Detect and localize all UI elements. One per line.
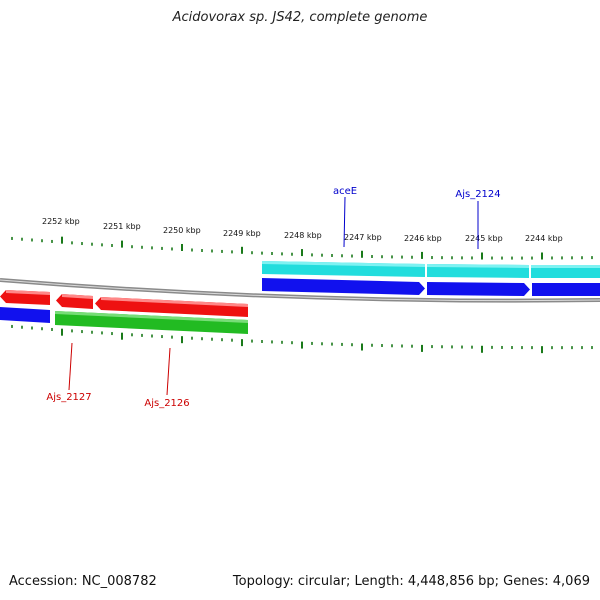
gene-label-ajs2127[interactable]: Ajs_2127 [46, 392, 91, 403]
red-gene-highlight [62, 294, 93, 299]
topology-text: Topology: circular; Length: 4,448,856 bp… [232, 574, 590, 589]
green-gene-track [55, 311, 248, 334]
scale-ticks-inner [11, 324, 593, 354]
gene-label-ajs2124[interactable]: Ajs_2124 [455, 189, 500, 200]
green-gene[interactable] [55, 311, 248, 334]
accession-text: Accession: NC_008782 [9, 574, 157, 589]
scale-label-2252: 2252 kbp [42, 217, 80, 226]
gene-label-ajs2126[interactable]: Ajs_2126 [144, 398, 189, 409]
gene-labels: aceE Ajs_2124 Ajs_2127 Ajs_2126 [46, 186, 500, 409]
blue-gene[interactable] [532, 283, 600, 296]
green-gene-highlight [55, 311, 248, 323]
blue-gene-track [0, 278, 600, 323]
leader-aceE [343, 196, 346, 248]
cyan-gene-highlight [427, 264, 529, 268]
blue-gene-left[interactable] [0, 307, 50, 323]
scale-label-2250: 2250 kbp [163, 226, 201, 235]
cyan-gene[interactable] [531, 265, 600, 278]
scale-ticks-outer [11, 236, 593, 260]
scale-label-2251: 2251 kbp [103, 222, 141, 231]
scale-label-2249: 2249 kbp [223, 229, 261, 238]
red-gene-highlight [101, 297, 248, 307]
cyan-gene-highlight [262, 261, 425, 267]
scale-label-2247: 2247 kbp [344, 233, 382, 242]
gene-label-aceE[interactable]: aceE [333, 186, 357, 197]
red-gene-highlight [6, 290, 50, 295]
scale-label-2246: 2246 kbp [404, 234, 442, 243]
map-title: Acidovorax sp. JS42, complete genome [172, 10, 428, 25]
red-gene-ajs2126[interactable] [95, 297, 248, 317]
leader-ajs2126 [166, 347, 171, 396]
scale-label-2248: 2248 kbp [284, 231, 322, 240]
scale-label-2245: 2245 kbp [465, 234, 503, 243]
blue-gene-aceE[interactable] [262, 278, 425, 295]
gene-label-leaders [68, 196, 479, 396]
cyan-gene-track [262, 261, 600, 278]
leader-ajs2127 [68, 342, 73, 391]
blue-gene-ajs2124[interactable] [427, 282, 530, 296]
scale-labels: 2252 kbp 2251 kbp 2250 kbp 2249 kbp 2248… [42, 217, 563, 243]
red-gene-track [0, 290, 248, 317]
scale-label-2244: 2244 kbp [525, 234, 563, 243]
cyan-gene-highlight [531, 265, 600, 268]
genome-backbone-highlight [0, 279, 600, 302]
